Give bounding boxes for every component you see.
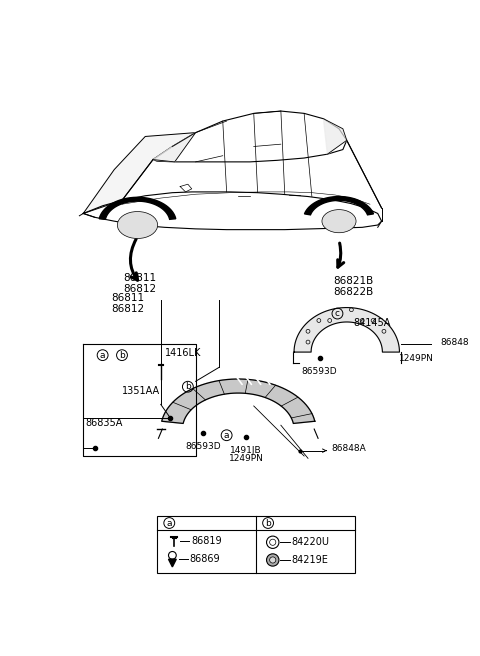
Text: 1249PN: 1249PN [228,454,264,462]
Polygon shape [153,133,196,162]
Text: 1351AA: 1351AA [122,386,160,396]
Polygon shape [168,559,176,567]
Text: 86835A: 86835A [85,418,123,428]
Circle shape [270,557,276,563]
Text: 86811
86812: 86811 86812 [124,273,157,295]
Text: a: a [100,351,106,359]
Polygon shape [294,308,399,352]
Text: 86819: 86819 [191,537,222,546]
Text: 1491JB: 1491JB [230,446,262,455]
Ellipse shape [117,211,157,239]
Text: 86593D: 86593D [186,442,221,451]
Text: b: b [119,351,125,359]
Polygon shape [162,379,315,423]
Text: b: b [185,382,191,391]
Text: 86848: 86848 [441,338,469,347]
Text: 84219E: 84219E [291,555,328,565]
Ellipse shape [322,210,356,233]
Text: a: a [224,431,229,440]
Circle shape [266,554,279,566]
Text: 86593D: 86593D [302,367,337,377]
Polygon shape [99,197,176,219]
Bar [157,516,355,573]
Text: 86869: 86869 [190,554,220,564]
Text: 86848A: 86848A [331,444,366,453]
Polygon shape [304,197,373,215]
Text: 86821B
86822B: 86821B 86822B [334,276,374,297]
Polygon shape [83,133,196,213]
Text: 1249PN: 1249PN [399,354,434,363]
Text: 1416LK: 1416LK [165,348,201,358]
Polygon shape [324,119,347,154]
Text: a: a [167,518,172,527]
Text: b: b [265,518,271,527]
Text: 84220U: 84220U [291,537,329,547]
Text: c: c [335,309,340,318]
Text: 84145A: 84145A [353,318,390,328]
Text: 86811
86812: 86811 86812 [112,293,145,314]
